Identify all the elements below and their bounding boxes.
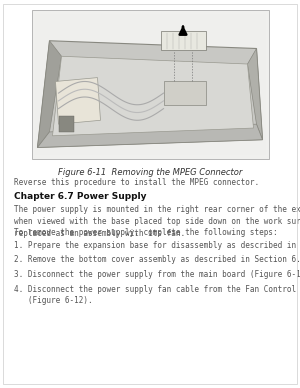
Bar xyxy=(32,10,268,159)
Text: Reverse this procedure to install the MPEG connector.: Reverse this procedure to install the MP… xyxy=(14,178,259,187)
Text: To remove the power supply, complete the following steps:: To remove the power supply, complete the… xyxy=(14,228,277,237)
Polygon shape xyxy=(52,56,253,136)
Text: 4. Disconnect the power supply fan cable from the Fan Control Board
   (Figure 6: 4. Disconnect the power supply fan cable… xyxy=(14,285,300,305)
Text: 3. Disconnect the power supply from the main board (Figure 6-12).: 3. Disconnect the power supply from the … xyxy=(14,270,300,279)
Polygon shape xyxy=(56,78,100,124)
Text: Chapter 6.7 Power Supply: Chapter 6.7 Power Supply xyxy=(14,192,146,201)
Text: Figure 6-11  Removing the MPEG Connector: Figure 6-11 Removing the MPEG Connector xyxy=(58,168,242,177)
Text: 2. Remove the bottom cover assembly as described in Section 6.5.1.: 2. Remove the bottom cover assembly as d… xyxy=(14,255,300,264)
Text: The power supply is mounted in the right rear corner of the expansion base
when : The power supply is mounted in the right… xyxy=(14,205,300,238)
Text: 1. Prepare the expansion base for disassembly as described in Section 6.3.: 1. Prepare the expansion base for disass… xyxy=(14,241,300,249)
Bar xyxy=(160,31,206,50)
Polygon shape xyxy=(38,41,62,147)
Polygon shape xyxy=(248,48,262,140)
Polygon shape xyxy=(38,124,262,147)
Polygon shape xyxy=(38,41,262,147)
Bar xyxy=(164,81,206,105)
Bar xyxy=(58,116,74,132)
Bar xyxy=(34,14,266,155)
